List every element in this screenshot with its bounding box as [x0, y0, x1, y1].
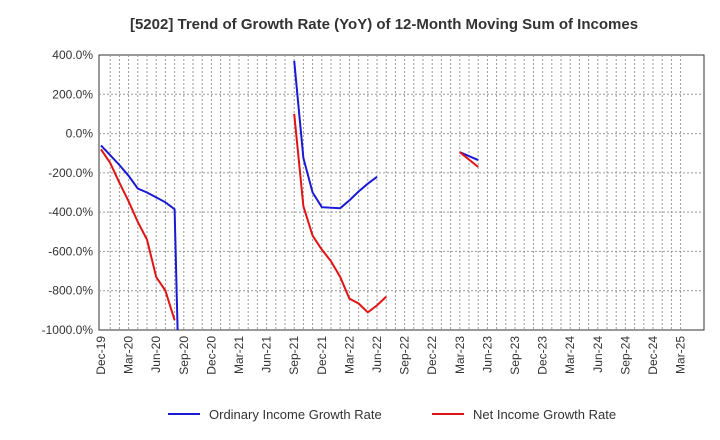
series-line-ordinary-income: [293, 60, 378, 210]
x-tick-label: Jun-21: [260, 336, 274, 373]
y-axis: 400.0% 200.0% 0.0% -200.0% -400.0% -600.0% -80…: [42, 48, 94, 337]
x-tick-label: Mar-21: [232, 336, 246, 374]
x-tick-label: Dec-21: [315, 336, 329, 375]
x-tick-label: Sep-22: [398, 336, 412, 375]
legend: Ordinary Income Growth Rate Net Income Gr…: [168, 407, 616, 422]
x-tick-label: Sep-24: [618, 336, 632, 375]
series-line-net-income: [459, 151, 479, 168]
x-tick-label: Mar-22: [342, 336, 356, 374]
x-tick-label: Dec-20: [204, 336, 218, 375]
y-tick-label: -400.0%: [48, 205, 93, 219]
x-axis: Dec-19 Mar-20 Jun-20 Sep-20 Dec-20 Mar-21 Jun-…: [94, 336, 688, 375]
y-tick-label: 400.0%: [52, 48, 93, 62]
plot-area: [98, 54, 705, 331]
x-tick-label: Sep-21: [287, 336, 301, 375]
y-tick-label: -200.0%: [48, 166, 93, 180]
series-lines: [100, 60, 479, 331]
x-tick-label: Mar-20: [122, 336, 136, 374]
series-line-ordinary-income: [100, 144, 179, 331]
x-tick-label: Dec-22: [425, 336, 439, 375]
x-tick-label: Dec-23: [536, 336, 550, 375]
x-tick-label: Dec-24: [646, 336, 660, 375]
y-tick-label: 0.0%: [66, 127, 94, 141]
chart-title: [5202] Trend of Growth Rate (YoY) of 12-…: [130, 16, 638, 33]
y-tick-label: -1000.0%: [42, 323, 94, 337]
y-tick-label: -600.0%: [48, 244, 93, 258]
y-tick-label: -800.0%: [48, 284, 93, 298]
x-tick-label: Sep-23: [508, 336, 522, 375]
x-tick-label: Sep-20: [177, 336, 191, 375]
x-tick-label: Jun-22: [370, 336, 384, 373]
x-tick-label: Jun-20: [149, 336, 163, 373]
x-tick-label: Mar-23: [453, 336, 467, 374]
x-tick-label: Jun-24: [591, 336, 605, 373]
x-tick-label: Dec-19: [94, 336, 108, 375]
series-line-net-income: [293, 113, 387, 314]
x-tick-label: Mar-25: [674, 336, 688, 374]
grid: [99, 55, 704, 330]
legend-label: Net Income Growth Rate: [473, 407, 616, 422]
x-tick-label: Mar-24: [563, 336, 577, 374]
legend-label: Ordinary Income Growth Rate: [209, 407, 382, 422]
y-tick-label: 200.0%: [52, 87, 93, 101]
series-line-net-income: [100, 148, 176, 321]
x-tick-label: Jun-23: [480, 336, 494, 373]
